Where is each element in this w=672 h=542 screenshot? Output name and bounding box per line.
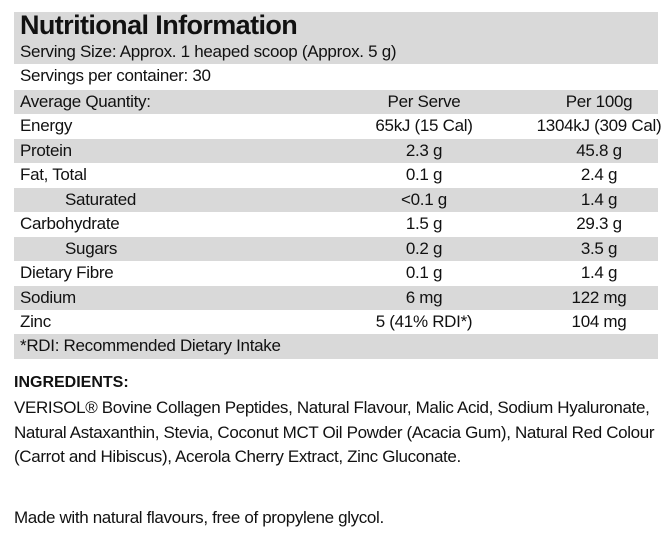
table-row: Energy 65kJ (15 Cal) 1304kJ (309 Cal) xyxy=(14,114,662,139)
footnote-row: *RDI: Recommended Dietary Intake xyxy=(14,334,658,359)
nutrient-label: Dietary Fibre xyxy=(20,263,114,282)
per-100g-value: 45.8 g xyxy=(576,140,622,160)
per-serve-value: <0.1 g xyxy=(401,189,447,209)
nutrient-label: Sugars xyxy=(65,238,118,258)
per-100g-value: 1304kJ (309 Cal) xyxy=(536,116,662,135)
nutrient-label: Protein xyxy=(20,140,72,160)
per-100g-value: 1.4 g xyxy=(580,263,618,282)
nutrient-label: Fat, Total xyxy=(20,165,87,184)
nutrient-label: Energy xyxy=(20,116,73,135)
table-row: Protein 2.3 g 45.8 g xyxy=(14,138,658,163)
per-serve-value: 5 (41% RDI*) xyxy=(375,312,473,331)
page-title: Nutritional Information xyxy=(20,10,298,40)
per-serve-value: 6 mg xyxy=(405,287,443,307)
table-header: Average Quantity: Per Serve Per 100g xyxy=(14,89,658,114)
per-serve-value: 0.2 g xyxy=(405,238,443,258)
per-100g-value: 1.4 g xyxy=(580,189,618,209)
header-band xyxy=(14,12,658,64)
table-row: Zinc 5 (41% RDI*) 104 mg xyxy=(14,310,658,335)
header-per-100g: Per 100g xyxy=(565,91,633,111)
table-row: Sugars 0.2 g 3.5 g xyxy=(14,236,658,261)
per-100g-value: 2.4 g xyxy=(580,165,618,184)
table-row: Dietary Fibre 0.1 g 1.4 g xyxy=(14,261,658,286)
nutrient-label: Saturated xyxy=(65,189,137,209)
per-100g-value: 3.5 g xyxy=(580,238,618,258)
table-row: Fat, Total 0.1 g 2.4 g xyxy=(14,163,658,188)
table-row: Carbohydrate 1.5 g 29.3 g xyxy=(14,212,658,237)
ingredients-heading: INGREDIENTS: xyxy=(14,374,129,391)
per-serve-value: 0.1 g xyxy=(405,165,443,184)
servings-per-container: Servings per container: 30 xyxy=(20,66,211,85)
per-serve-value: 0.1 g xyxy=(405,263,443,282)
per-100g-value: 122 mg xyxy=(571,287,627,307)
table-row: Sodium 6 mg 122 mg xyxy=(14,285,658,310)
table-row: Saturated <0.1 g 1.4 g xyxy=(14,187,658,212)
per-serve-value: 65kJ (15 Cal) xyxy=(375,116,473,135)
servings-row: Servings per container: 30 xyxy=(14,64,658,89)
per-serve-value: 1.5 g xyxy=(405,214,443,233)
header-per-serve: Per Serve xyxy=(387,91,461,111)
per-100g-value: 29.3 g xyxy=(576,214,622,233)
rdi-footnote: *RDI: Recommended Dietary Intake xyxy=(20,336,281,355)
header-quantity: Average Quantity: xyxy=(20,91,151,111)
per-serve-value: 2.3 g xyxy=(405,140,443,160)
nutrient-label: Sodium xyxy=(20,287,76,307)
serving-size: Serving Size: Approx. 1 heaped scoop (Ap… xyxy=(20,42,397,61)
flavour-note: Made with natural flavours, free of prop… xyxy=(14,508,384,527)
nutrient-label: Carbohydrate xyxy=(20,214,120,233)
nutrient-label: Zinc xyxy=(20,312,51,331)
per-100g-value: 104 mg xyxy=(571,312,627,331)
ingredients-text: VERISOL® Bovine Collagen Peptides, Natur… xyxy=(14,398,655,466)
